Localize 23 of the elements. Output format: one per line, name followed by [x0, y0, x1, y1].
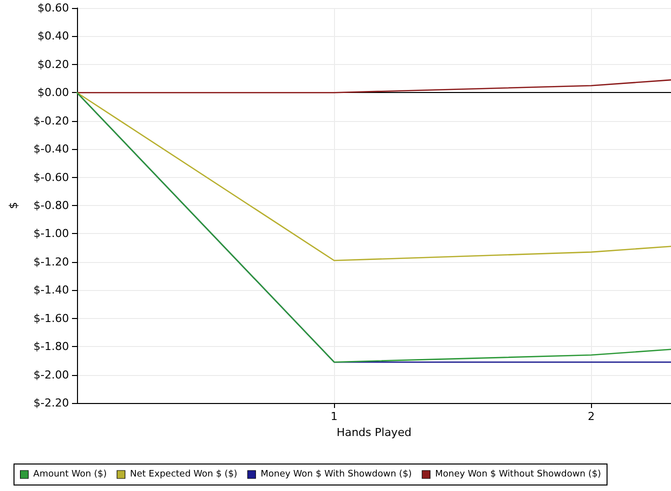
y-tick-label: $-2.20	[34, 396, 69, 410]
y-tick-label: $-0.20	[34, 114, 69, 128]
legend-label: Amount Won ($)	[33, 470, 107, 480]
y-tick-label: $-1.80	[34, 340, 69, 354]
y-tick-label: $0.00	[38, 86, 69, 100]
x-axis-title: Hands Played	[336, 426, 412, 439]
legend-label: Money Won $ Without Showdown ($)	[435, 470, 602, 480]
y-tick-label: $0.60	[38, 2, 69, 14]
y-tick-label: $-1.20	[34, 255, 69, 268]
y-tick-label: $-1.00	[34, 227, 69, 240]
y-tick-label: $-0.40	[34, 142, 69, 156]
y-tick-label: $-0.60	[34, 170, 69, 184]
y-tick-label: $-2.00	[34, 368, 69, 382]
y-tick-label: $0.20	[38, 58, 69, 71]
y-tick-label: $-0.80	[34, 199, 69, 212]
x-tick-label: 2	[588, 410, 595, 423]
y-tick-label: $-1.40	[34, 284, 69, 297]
y-axis-title: $	[7, 202, 20, 209]
legend-label: Net Expected Won $ ($)	[130, 470, 238, 480]
x-tick-label: 1	[330, 410, 338, 423]
y-tick-label: $0.40	[38, 30, 69, 43]
legend-label: Money Won $ With Showdown ($)	[260, 470, 412, 480]
y-tick-label: $-1.60	[34, 312, 69, 325]
